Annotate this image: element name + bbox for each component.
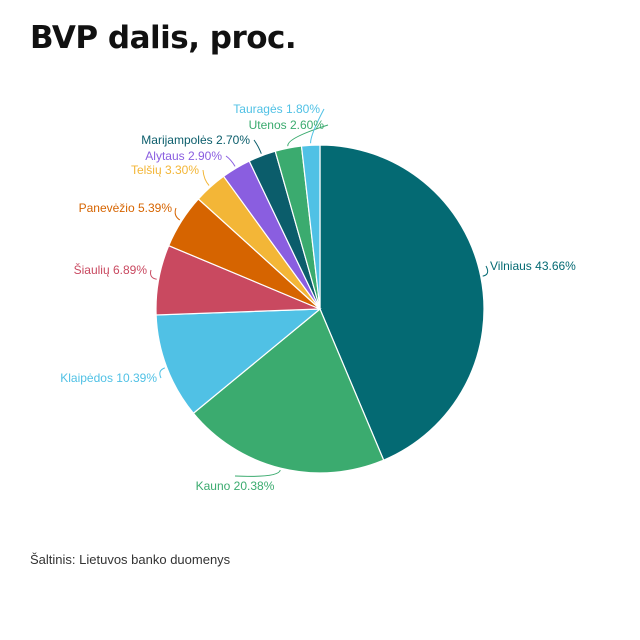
slice-label-utenos: Utenos 2.60%: [249, 118, 325, 132]
slice-labels: Vilniaus 43.66% Kauno 20.38% Klaipėdos 10.…: [60, 102, 576, 493]
chart-title: BVP dalis, proc.: [30, 20, 297, 56]
slice-label-marijampoles: Marijampolės 2.70%: [141, 133, 250, 147]
leader-line-vilniaus: [482, 265, 489, 277]
slice-label-vilniaus: Vilniaus 43.66%: [490, 259, 576, 273]
slice-label-alytaus: Alytaus 2.90%: [145, 149, 222, 163]
slice-label-panevezio: Panevėžio 5.39%: [79, 201, 173, 215]
leader-line-kauno: [234, 469, 281, 477]
leader-lines: [150, 108, 489, 477]
slice-label-telsiu: Telšių 3.30%: [131, 163, 199, 177]
pie-slice-vilniaus: [319, 144, 485, 461]
slice-label-kauno: Kauno 20.38%: [196, 479, 275, 493]
pie-slice-klaipedos: [155, 308, 322, 415]
pie-slice-kauno: [192, 308, 385, 474]
pie-slices: [155, 144, 485, 474]
source-note: Šaltinis: Lietuvos banko duomenys: [30, 552, 231, 567]
leader-line-telsiu: [202, 169, 210, 186]
slice-label-taurages: Tauragės 1.80%: [233, 102, 320, 116]
leader-line-panevezio: [174, 207, 181, 221]
slice-label-siauliu: Šiaulių 6.89%: [74, 262, 148, 277]
leader-line-siauliu: [150, 269, 157, 280]
pie-slice-taurages: [300, 144, 321, 310]
leader-line-utenos: [287, 124, 329, 147]
leader-line-klaipedos: [159, 367, 165, 379]
leader-line-alytaus: [225, 155, 236, 167]
leader-line-taurages: [310, 108, 325, 144]
leader-line-marijampoles: [253, 139, 262, 154]
slice-label-klaipedos: Klaipėdos 10.39%: [60, 371, 157, 385]
